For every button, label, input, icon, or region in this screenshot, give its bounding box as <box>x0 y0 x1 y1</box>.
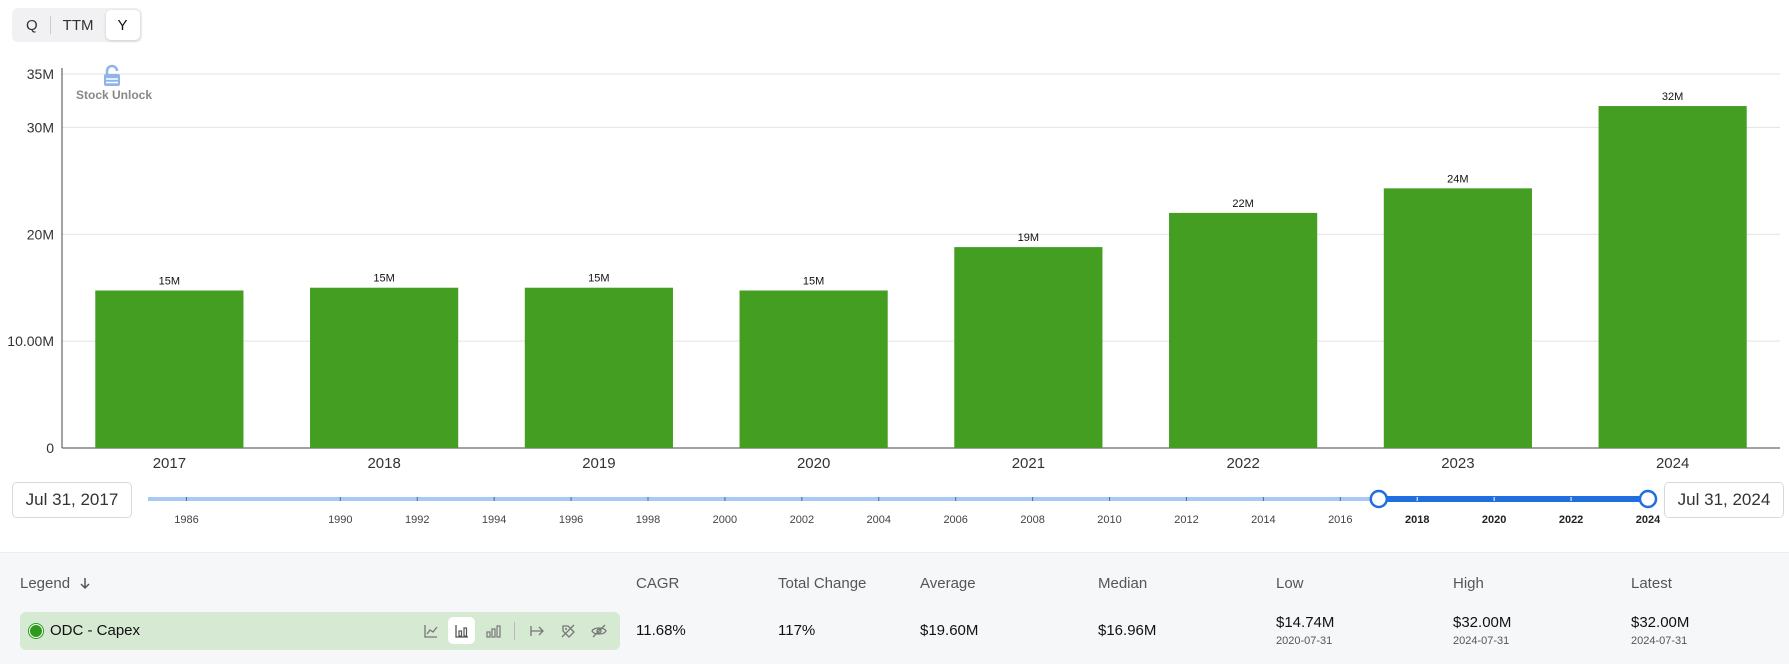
low-header: Low <box>1276 575 1304 592</box>
sort-arrow-down-icon[interactable] <box>78 576 92 590</box>
slider-tick-label: 2000 <box>713 514 737 526</box>
bar-chart-icon[interactable] <box>448 617 475 644</box>
y-tick-label: 35M <box>27 66 54 82</box>
slider-tick-label: 1992 <box>405 514 429 526</box>
bar-2022[interactable] <box>1169 212 1318 448</box>
high-date: 2024-07-31 <box>1453 635 1510 647</box>
watermark: Stock Unlock <box>76 64 152 102</box>
date-range-slider[interactable]: 1986 1990 1992 1994 1996 1998 2000 2002 2004 2006… <box>140 486 1660 531</box>
slider-tick-label: 1998 <box>636 514 660 526</box>
series-color-dot[interactable] <box>29 624 43 638</box>
slider-tick-label: 1990 <box>328 514 352 526</box>
period-quarterly-button[interactable]: Q <box>26 16 38 34</box>
latest-header: Latest <box>1631 575 1672 592</box>
slider-tick-label: 2020 <box>1482 514 1506 526</box>
slider-tick-label: 2022 <box>1559 514 1583 526</box>
bar-data-label: 19M <box>1018 232 1039 244</box>
slider-tick-label: 2010 <box>1097 514 1121 526</box>
median-header: Median <box>1098 575 1148 592</box>
average-header: Average <box>920 575 976 592</box>
bar-2019[interactable] <box>524 287 673 448</box>
slider-start-handle[interactable] <box>1369 489 1389 509</box>
total-change-value: 117% <box>778 622 816 639</box>
bar-data-label: 22M <box>1232 198 1253 210</box>
x-tick-label: 2017 <box>153 455 186 472</box>
bar-data-label: 15M <box>588 273 609 285</box>
line-chart-icon[interactable] <box>417 617 444 644</box>
y-tick-label: 20M <box>27 226 54 242</box>
slider-tick-label: 2008 <box>1020 514 1044 526</box>
period-yearly-button[interactable]: Y <box>105 10 140 40</box>
median-value: $16.96M <box>1098 622 1157 639</box>
slider-tick-label: 2016 <box>1328 514 1352 526</box>
x-tick-label: 2021 <box>1012 455 1045 472</box>
latest-date: 2024-07-31 <box>1631 635 1688 647</box>
bar-data-label: 15M <box>159 275 180 287</box>
start-date-field[interactable]: Jul 31, 2017 <box>12 482 132 518</box>
slider-tick-label: 1986 <box>174 514 198 526</box>
slider-tick-label: 2004 <box>867 514 891 526</box>
watermark-text: Stock Unlock <box>76 88 152 102</box>
slider-tick-label: 2006 <box>943 514 967 526</box>
slider-tick-label: 2002 <box>790 514 814 526</box>
stacked-bar-icon[interactable] <box>479 617 506 644</box>
x-tick-label: 2020 <box>797 455 830 472</box>
slider-tick-label: 2014 <box>1251 514 1275 526</box>
x-tick-label: 2018 <box>367 455 400 472</box>
period-ttm-button[interactable]: TTM <box>62 16 94 34</box>
low-date: 2020-07-31 <box>1276 635 1333 647</box>
bar-2017[interactable] <box>95 290 244 448</box>
low-value: $14.74M <box>1276 614 1335 631</box>
high-value: $32.00M <box>1453 614 1512 631</box>
y-tick-label: 30M <box>27 119 54 135</box>
slider-tick-label: 2018 <box>1405 514 1429 526</box>
slider-end-handle[interactable] <box>1638 489 1658 509</box>
cagr-header: CAGR <box>636 575 680 592</box>
divider <box>49 16 51 34</box>
period-toggle: Q TTM Y <box>12 8 142 42</box>
y-tick-label: 10.00M <box>7 333 54 349</box>
bar-2020[interactable] <box>739 290 888 448</box>
x-tick-label: 2019 <box>582 455 615 472</box>
legend-header-label: Legend <box>20 575 71 592</box>
legend-item[interactable]: ODC - Capex <box>20 612 620 650</box>
legend-header[interactable]: Legend <box>20 575 92 592</box>
bar-2024[interactable] <box>1598 106 1747 449</box>
lock-icon <box>104 64 120 86</box>
end-date-field[interactable]: Jul 31, 2024 <box>1664 482 1784 518</box>
bar-data-label: 15M <box>373 273 394 285</box>
cagr-value: 11.68% <box>636 622 686 639</box>
slider-tick-label: 1996 <box>559 514 583 526</box>
bar-chart: 0 10.00M 20M 30M 35M 15M 15M 15M 15M 19M 22M 24M 32… <box>7 64 1780 472</box>
latest-value: $32.00M <box>1631 614 1690 631</box>
legend-item-label: ODC - Capex <box>50 622 141 639</box>
slider-tick-label: 2012 <box>1174 514 1198 526</box>
slider-tick-label: 1994 <box>482 514 506 526</box>
total-change-header: Total Change <box>778 575 867 592</box>
x-tick-label: 2023 <box>1441 455 1474 472</box>
bar-2021[interactable] <box>954 247 1103 448</box>
x-tick-label: 2024 <box>1656 455 1689 472</box>
slider-tick-label: 2024 <box>1636 514 1660 526</box>
tag-off-icon[interactable] <box>554 617 581 644</box>
arrow-right-to-line-icon[interactable] <box>523 617 550 644</box>
divider <box>514 621 515 640</box>
bar-data-label: 32M <box>1662 91 1683 103</box>
bar-data-label: 24M <box>1447 173 1468 185</box>
x-tick-label: 2022 <box>1226 455 1259 472</box>
high-header: High <box>1453 575 1484 592</box>
average-value: $19.60M <box>920 622 979 639</box>
bar-2018[interactable] <box>310 287 459 448</box>
eye-off-icon[interactable] <box>585 617 612 644</box>
bar-2023[interactable] <box>1383 188 1532 448</box>
bar-data-label: 15M <box>803 275 824 287</box>
y-tick-label: 0 <box>46 440 54 456</box>
